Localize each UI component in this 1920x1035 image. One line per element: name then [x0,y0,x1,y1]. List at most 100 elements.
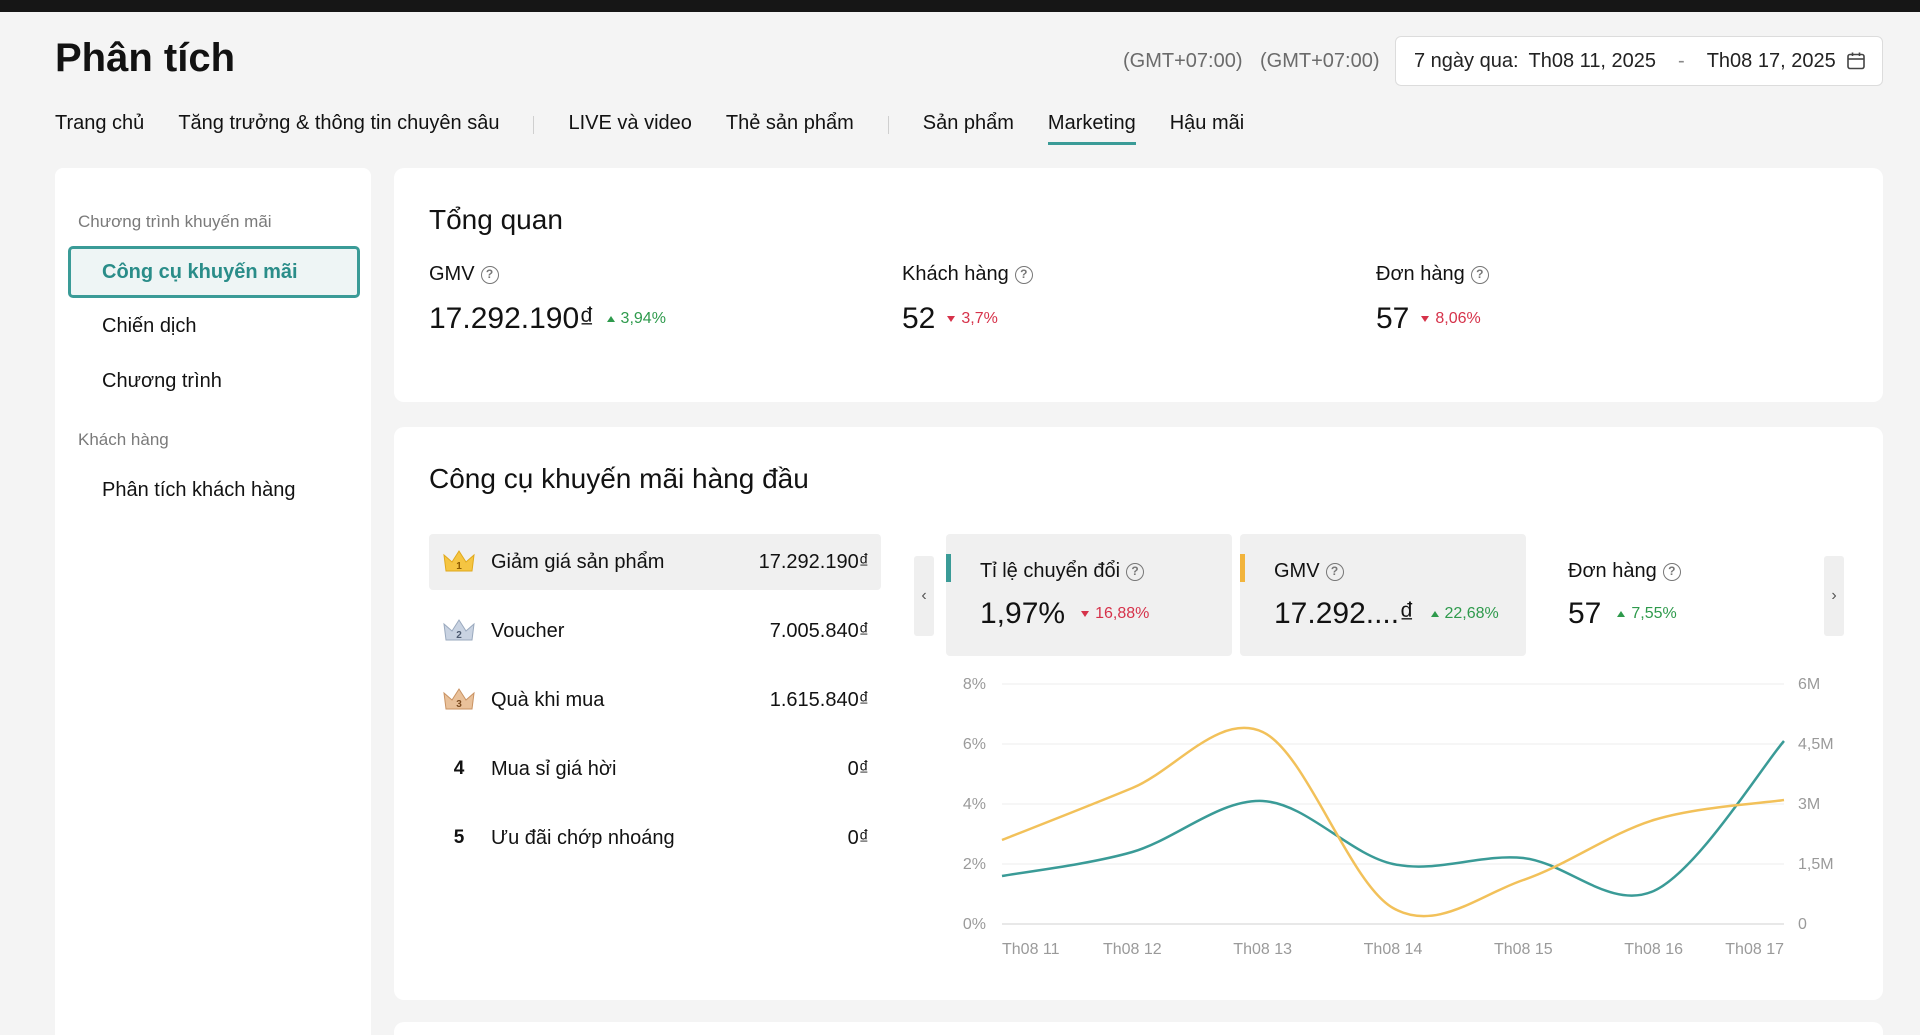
metric-tab-value: 17.292....₫ [1274,597,1415,630]
tool-rank: 3 [456,699,462,710]
date-range-end: Th08 17, 2025 [1706,49,1836,72]
metric-tab-value: 57 [1568,597,1602,630]
sidebar-item-programs[interactable]: Chương trình [102,369,222,392]
metric-tab-label: GMV [1274,560,1320,582]
tool-rank: 1 [456,561,462,572]
tab-product-card[interactable]: Thẻ sản phẩm [725,112,854,134]
tool-value: 0₫ [847,826,869,849]
y-right-tick-label: 0 [1798,916,1807,933]
metric-label: Đơn hàng [1376,263,1465,285]
metric-value: 52 [902,302,936,335]
top-tools-card: Công cụ khuyến mãi hàng đầu 1 Giảm giá s… [394,427,1883,1000]
tab-marketing[interactable]: Marketing [1047,112,1136,145]
next-arrow-button[interactable]: › [1824,556,1844,636]
tool-rank: 4 [453,758,465,779]
sidebar-item-campaigns[interactable]: Chiến dịch [102,314,197,337]
metric-tab-orders[interactable]: Đơn hàng? 57 7,55% [1534,534,1820,656]
list-item[interactable]: 2 Voucher 7.005.840₫ [429,603,881,659]
nav-divider [887,116,889,134]
sidebar-item-customer-analysis[interactable]: Phân tích khách hàng [102,478,296,501]
x-tick-label: Th08 11 [1002,941,1060,958]
y-right-tick-label: 4,5M [1798,736,1834,753]
tab-growth[interactable]: Tăng trưởng & thông tin chuyên sâu [178,112,500,134]
tool-value: 0₫ [847,757,869,780]
y-right-tick-label: 1,5M [1798,856,1834,873]
help-icon[interactable]: ? [1325,562,1344,581]
tool-name: Ưu đãi chớp nhoáng [491,826,675,849]
nav-divider [533,116,535,134]
list-item[interactable]: 3 Quà khi mua 1.615.840₫ [429,672,881,728]
x-tick-label: Th08 15 [1494,941,1553,958]
tab-home[interactable]: Trang chủ [55,112,145,134]
help-icon[interactable]: ? [480,265,499,284]
sidebar-section-customers: Khách hàng [78,430,169,449]
page-title: Phân tích [55,36,236,80]
metric-orders: Đơn hàng? 57 8,06% [1376,263,1489,336]
metric-label: GMV [429,263,475,285]
metric-tab-change: 22,68% [1430,605,1499,623]
calendar-icon[interactable] [1846,51,1866,71]
list-item[interactable]: 5 Ưu đãi chớp nhoáng 0₫ [429,810,881,866]
tool-name: Giảm giá sản phẩm [491,550,665,573]
overview-card: Tổng quan GMV? 17.292.190₫ 3,94% Khách hà… [394,168,1883,402]
top-tools-title: Công cụ khuyến mãi hàng đầu [429,463,809,494]
series-color-marker [946,554,951,582]
tab-live-video[interactable]: LIVE và video [568,112,692,134]
arrow-down-icon [947,316,956,322]
y-right-tick-label: 3M [1798,796,1820,813]
timezone-label: (GMT+07:00) [1260,50,1380,72]
y-left-tick-label: 2% [963,856,986,873]
tool-ranking-list: 1 Giảm giá sản phẩm 17.292.190₫ 2 Vouche… [429,534,881,879]
y-right-tick-label: 6M [1798,676,1820,693]
metric-tab-value: 1,97% [980,597,1066,630]
tab-after-sales[interactable]: Hậu mãi [1169,112,1245,134]
sidebar: Chương trình khuyến mãi Công cụ khuyến m… [55,168,371,1035]
metric-label: Khách hàng [902,263,1009,285]
tab-products[interactable]: Sản phẩm [922,112,1014,134]
series-line [1001,726,1785,918]
top-bar [0,0,1920,12]
date-range-picker[interactable]: 7 ngày qua: Th08 11, 2025 - Th08 17, 202… [1395,36,1883,86]
arrow-down-icon [1081,611,1090,617]
sidebar-item-promo-tools[interactable]: Công cụ khuyến mãi [68,246,360,298]
help-icon[interactable]: ? [1126,562,1145,581]
timezone-label: (GMT+07:00) [1123,50,1243,72]
list-item[interactable]: 4 Mua sỉ giá hời 0₫ [429,741,881,797]
x-tick-label: Th08 17 [1725,941,1784,958]
metric-gmv: GMV? 17.292.190₫ 3,94% [429,263,666,336]
series-color-marker [1240,554,1245,582]
series-line [1001,740,1785,897]
tool-value: 1.615.840₫ [769,688,869,711]
x-tick-label: Th08 13 [1233,941,1292,958]
help-icon[interactable]: ? [1014,265,1033,284]
tool-name: Mua sỉ giá hời [491,757,617,780]
y-left-tick-label: 6% [963,736,986,753]
prev-arrow-button[interactable]: ‹ [914,556,934,636]
date-range-start: Th08 11, 2025 [1528,49,1657,72]
main-nav: Trang chủ Tăng trưởng & thông tin chuyên… [55,112,1278,156]
list-item[interactable]: 1 Giảm giá sản phẩm 17.292.190₫ [429,534,881,590]
metric-tab-change: 16,88% [1081,605,1149,623]
metric-change: 3,7% [947,310,998,328]
tool-value: 7.005.840₫ [769,619,869,642]
metric-value: 17.292.190₫ [429,302,595,335]
help-icon[interactable]: ? [1662,562,1681,581]
x-tick-label: Th08 16 [1624,941,1683,958]
metric-change: 8,06% [1421,310,1481,328]
arrow-up-icon [1617,611,1626,617]
tool-rank: 5 [453,827,465,848]
metric-tab-gmv[interactable]: GMV? 17.292....₫ 22,68% [1240,534,1526,656]
bronze-crown-icon: 3 [441,687,477,713]
help-icon[interactable]: ? [1470,265,1489,284]
y-left-tick-label: 4% [963,796,986,813]
y-left-tick-label: 0% [963,916,986,933]
x-tick-label: Th08 12 [1103,941,1162,958]
metric-tab-conversion[interactable]: Tỉ lệ chuyển đổi? 1,97% 16,88% [946,534,1232,656]
metric-change: 3,94% [606,310,666,328]
silver-crown-icon: 2 [441,618,477,644]
y-left-tick-label: 8% [963,676,986,693]
sidebar-section-promotions: Chương trình khuyến mãi [78,212,272,231]
next-card [394,1022,1883,1035]
metric-tab-label: Tỉ lệ chuyển đổi [980,560,1121,582]
gold-crown-icon: 1 [441,549,477,575]
